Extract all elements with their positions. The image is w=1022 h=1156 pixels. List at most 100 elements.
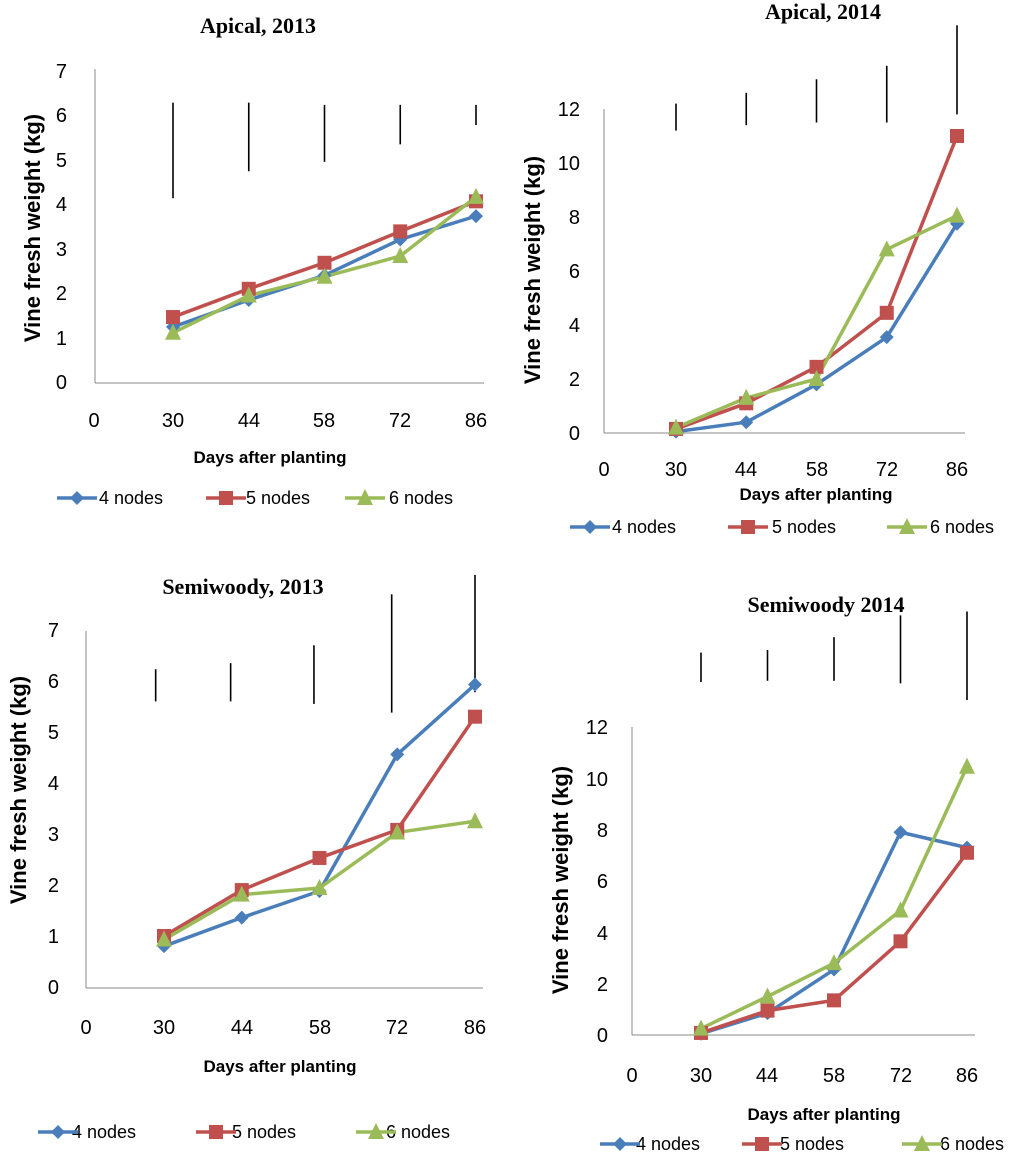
x-tick-label: 0 [626,1065,637,1087]
legend-label: 6 nodes [386,1122,450,1142]
chart-title: Apical, 2013 [200,13,316,38]
x-tick-label: 58 [823,1065,845,1087]
y-tick-label: 0 [48,977,59,999]
chart-semiwoody-2013: Semiwoody, 2013 Vine fresh weight (kg) D… [6,574,486,1142]
legend-swatch-marker [219,491,233,505]
y-tick-label: 2 [569,369,580,391]
y-tick-label: 8 [597,820,608,842]
x-tick-label: 44 [238,410,260,432]
legend-swatch-marker [899,518,915,534]
y-tick-label: 5 [56,150,67,172]
y-tick-label: 10 [586,769,608,791]
series-line [675,222,959,434]
data-point [317,255,332,270]
legend-label: 4 nodes [612,517,676,537]
data-point [312,850,327,865]
y-tick-label: 10 [558,153,580,175]
y-tick-label: 12 [586,717,608,739]
x-tick-label: 72 [389,410,411,432]
data-point [467,812,483,829]
chart-apical-2014: Apical, 2014 Vine fresh weight (kg) Days… [520,0,994,537]
y-tick-label: 2 [56,283,67,305]
x-tick-label: 86 [464,1017,486,1039]
data-point [389,823,406,840]
legend-label: 4 nodes [636,1134,700,1154]
data-point [469,209,483,224]
data-point [739,415,754,430]
x-tick-label: 30 [665,459,687,481]
legend: 4 nodes 5 nodes 6 nodes [612,517,994,537]
data-point [879,305,894,320]
data-point [950,129,964,143]
data-point [949,206,965,223]
data-point [893,825,908,840]
legend-label: 6 nodes [930,517,994,537]
x-tick-label: 86 [956,1065,978,1087]
legend-swatch-marker [70,491,84,505]
y-tick-label: 6 [597,871,608,893]
y-ticks: 0 1 2 3 4 5 6 7 [56,61,67,394]
y-tick-label: 0 [569,423,580,445]
data-point [878,240,895,257]
legend-label: 6 nodes [389,488,453,508]
data-point [827,993,841,1008]
x-tick-label: 58 [313,410,335,432]
series-line [700,766,969,1031]
x-axis-label: Days after planting [747,1105,900,1124]
legend-label: 4 nodes [72,1122,136,1142]
legend-label: 4 nodes [99,488,163,508]
chart-semiwoody-2014: Semiwoody 2014 Vine fresh weight (kg) Da… [548,592,1004,1154]
x-tick-label: 30 [162,410,184,432]
legend-swatch-marker [741,520,755,534]
y-ticks: 0 2 4 6 8 10 12 [558,99,580,445]
y-tick-label: 6 [48,671,59,693]
data-point [393,224,408,239]
legend-label: 6 nodes [940,1134,1004,1154]
data-point [960,845,974,860]
y-axis-label: Vine fresh weight (kg) [6,676,31,904]
data-point [760,1003,775,1018]
data-point [156,930,172,947]
y-axis-label: Vine fresh weight (kg) [20,114,45,342]
y-tick-label: 0 [56,372,67,394]
y-tick-label: 7 [48,620,59,642]
data-point [390,747,405,762]
legend-label: 5 nodes [780,1134,844,1154]
data-point [738,388,755,405]
x-ticks: 0 30 44 58 72 86 [598,459,968,481]
x-ticks: 0 30 44 58 72 86 [80,1017,486,1039]
y-tick-label: 1 [56,328,67,350]
x-tick-label: 58 [309,1017,331,1039]
x-tick-label: 30 [153,1017,175,1039]
data-point [759,987,776,1004]
series-line [675,214,958,430]
y-ticks: 0 1 2 3 4 5 6 7 [48,620,59,999]
data-point [234,910,249,925]
plot-area-1 [570,25,965,534]
plot-area-0 [57,69,484,505]
x-tick-label: 44 [231,1017,253,1039]
y-tick-label: 1 [48,926,59,948]
x-ticks: 0 30 44 58 72 86 [626,1065,978,1087]
x-tick-label: 30 [690,1065,712,1087]
data-point [311,879,328,896]
legend-swatch-marker [914,1135,930,1151]
legend-swatch-marker [357,489,373,505]
legend: 4 nodes 5 nodes 6 nodes [636,1134,1004,1154]
chart-title: Apical, 2014 [765,0,881,24]
y-ticks: 0 2 4 6 8 10 12 [586,717,608,1047]
x-tick-label: 0 [598,459,609,481]
x-tick-label: 72 [890,1065,912,1087]
data-point [316,267,333,284]
y-tick-label: 12 [558,99,580,121]
y-tick-label: 2 [597,974,608,996]
data-point [693,1019,709,1036]
data-point [892,901,909,918]
y-tick-label: 4 [56,194,67,216]
x-axis-label: Days after planting [739,485,892,504]
y-tick-label: 2 [48,875,59,897]
x-tick-label: 86 [465,410,487,432]
y-axis-label: Vine fresh weight (kg) [548,766,573,994]
legend-label: 5 nodes [772,517,836,537]
